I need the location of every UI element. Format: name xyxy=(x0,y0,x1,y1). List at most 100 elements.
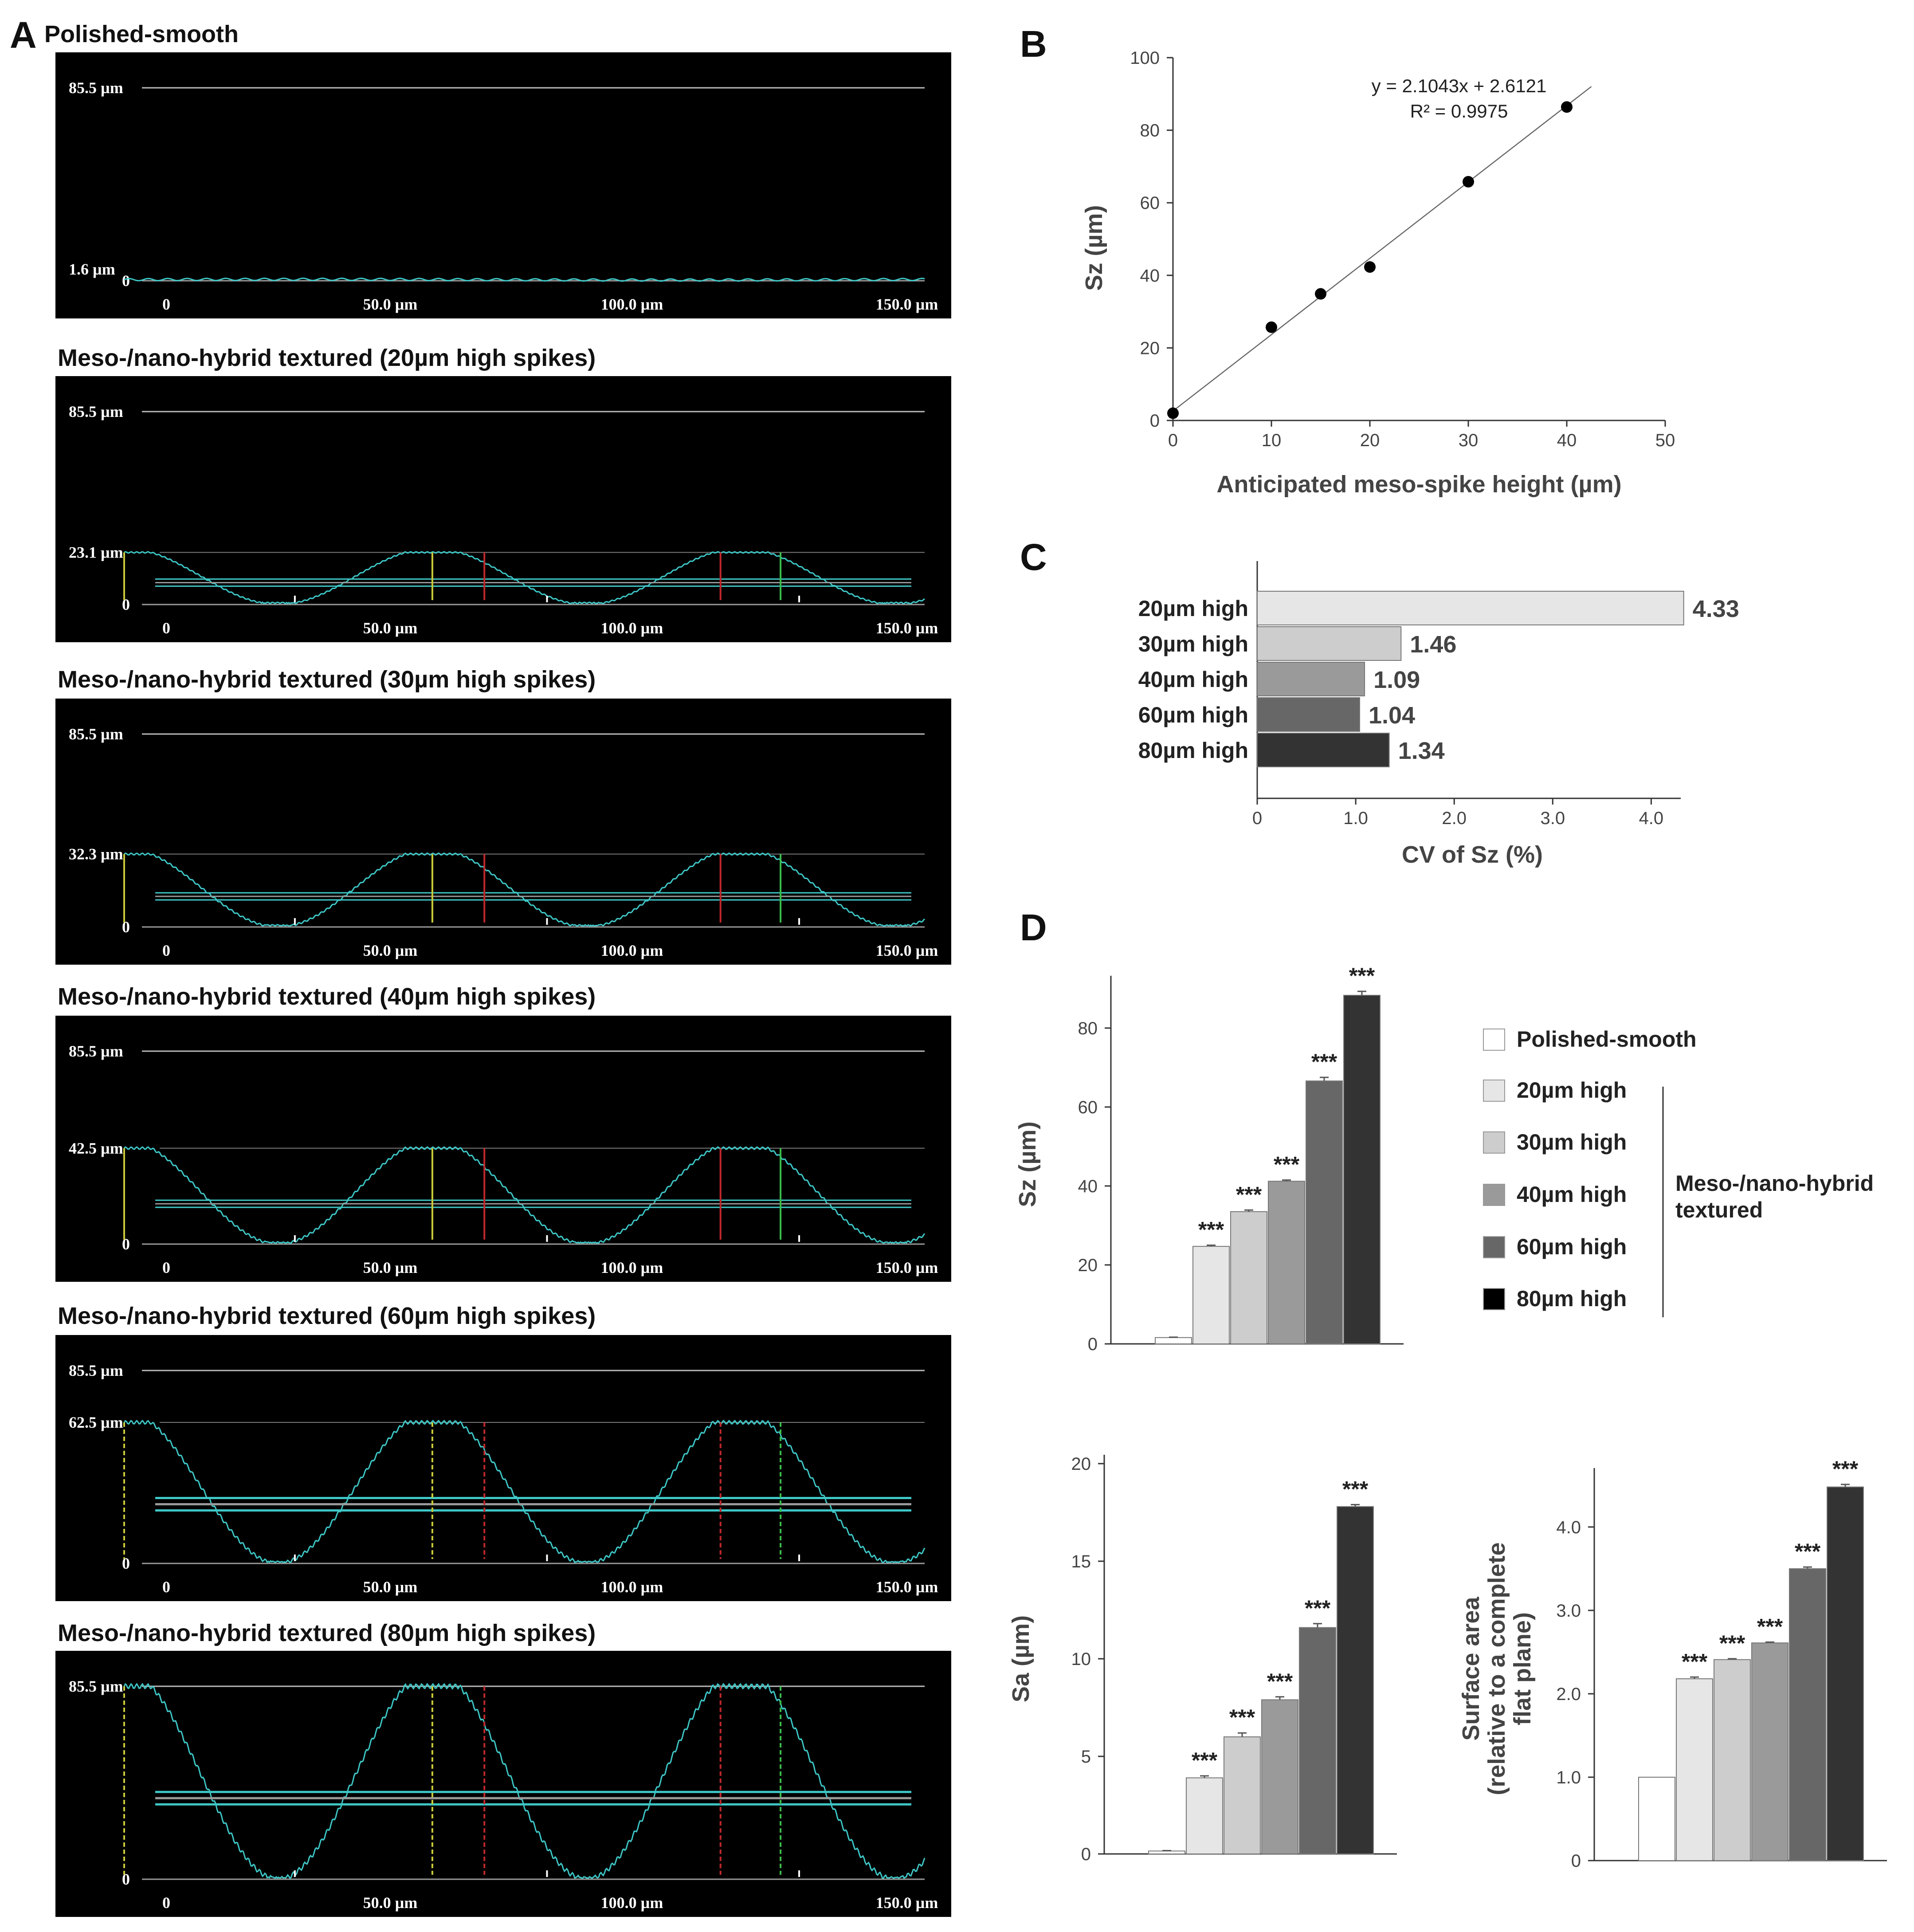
profile-x-tick-4-0: 0 xyxy=(162,1578,170,1596)
profile-curve-3 xyxy=(123,1146,926,1244)
d-sa-bar-0 xyxy=(1148,1850,1185,1854)
d-sarea-bar-2 xyxy=(1714,1659,1751,1861)
b-point-2 xyxy=(1315,288,1326,300)
profile-frame-0 xyxy=(55,52,951,318)
profile-x-tick-5-0: 0 xyxy=(162,1894,170,1912)
c-x-tick-label-1: 1.0 xyxy=(1343,809,1368,828)
profile-zero-label-3: 0 xyxy=(122,1235,130,1253)
c-x-tick-label-0: 0 xyxy=(1252,809,1262,828)
d-sarea-sig-2: *** xyxy=(1719,1631,1745,1656)
d-sarea-bar-4 xyxy=(1789,1568,1826,1861)
d-sa-y-tick-label-1: 5 xyxy=(1081,1747,1091,1767)
c-bar-4 xyxy=(1257,733,1390,767)
c-value-3: 1.04 xyxy=(1369,702,1415,729)
d-sa-y-axis-title-0: Sa (µm) xyxy=(1008,1615,1034,1702)
d-sarea-sig-4: *** xyxy=(1795,1539,1821,1564)
profile-title-5: Meso-/nano-hybrid textured (80µm high sp… xyxy=(58,1620,596,1646)
profile-top-label-3: 85.5 µm xyxy=(69,1042,123,1060)
c-value-1: 1.46 xyxy=(1410,631,1456,658)
panel-letter-d: D xyxy=(1020,907,1047,948)
profile-title-3: Meso-/nano-hybrid textured (40µm high sp… xyxy=(58,983,596,1010)
d-sa-bar-5 xyxy=(1337,1506,1374,1855)
legend-label-2: 30µm high xyxy=(1517,1130,1627,1154)
d-sz-sig-1: *** xyxy=(1198,1217,1224,1242)
legend-group-label-2: textured xyxy=(1675,1198,1763,1222)
profile-x-tick-2-2: 100.0 µm xyxy=(601,942,663,959)
profile-frame-2 xyxy=(55,699,951,965)
d-sa-bar-2 xyxy=(1224,1736,1261,1854)
legend-swatch-5 xyxy=(1483,1288,1505,1310)
panel-d-surface-area-bars: 0 1.0 2.0 3.0 4.0 *** *** *** *** *** Surface area… xyxy=(1458,1457,1887,1871)
legend-label-1: 20µm high xyxy=(1517,1078,1627,1103)
d-sa-bar-1 xyxy=(1186,1777,1223,1854)
profile-x-tick-1-0: 0 xyxy=(162,619,170,637)
c-x-tick-label-3: 3.0 xyxy=(1540,809,1565,828)
c-value-0: 4.33 xyxy=(1693,596,1739,622)
d-sa-y-tick-label-2: 10 xyxy=(1071,1649,1091,1669)
d-sarea-bar-1 xyxy=(1676,1678,1713,1861)
d-sarea-sig-3: *** xyxy=(1757,1614,1783,1639)
d-sa-bar-3 xyxy=(1261,1699,1298,1854)
d-sz-y-axis-title-0: Sz (µm) xyxy=(1014,1121,1041,1207)
c-category-1: 30µm high xyxy=(1138,632,1248,656)
legend-swatch-4 xyxy=(1483,1236,1505,1258)
profile-x-tick-4-1: 50.0 µm xyxy=(363,1578,418,1596)
b-y-tick-label-3: 60 xyxy=(1140,193,1160,213)
profile-x-tick-1-2: 100.0 µm xyxy=(601,619,663,637)
panel-letter-a: A xyxy=(10,14,37,56)
d-sz-bar-5 xyxy=(1343,995,1381,1344)
b-x-tick-label-0: 0 xyxy=(1168,431,1178,450)
d-sz-y-tick-label-0: 0 xyxy=(1088,1335,1098,1354)
d-sz-bar-4 xyxy=(1306,1080,1343,1344)
c-bar-0 xyxy=(1257,591,1684,625)
d-sa-y-tick-label-4: 20 xyxy=(1071,1454,1091,1474)
profile-x-tick-1-3: 150.0 µm xyxy=(876,619,938,637)
profile-title-1: Meso-/nano-hybrid textured (20µm high sp… xyxy=(58,345,596,371)
profile-frame-5 xyxy=(55,1651,951,1917)
c-x-tick-label-2: 2.0 xyxy=(1442,809,1467,828)
d-sarea-bar-5 xyxy=(1827,1486,1864,1861)
b-point-3 xyxy=(1364,261,1376,273)
d-sa-sig-4: *** xyxy=(1305,1596,1331,1621)
c-bar-2 xyxy=(1257,662,1365,696)
panel-letter-c: C xyxy=(1020,536,1047,578)
b-point-1 xyxy=(1266,321,1277,333)
profile-curve-0 xyxy=(124,277,925,282)
b-x-tick-label-3: 30 xyxy=(1459,431,1479,450)
legend-label-3: 40µm high xyxy=(1517,1182,1627,1207)
profile-x-tick-3-3: 150.0 µm xyxy=(876,1259,938,1276)
c-category-0: 20µm high xyxy=(1138,596,1248,621)
panel-b-scatter: 0 10 20 30 40 50 0 20 40 60 80 100 y = 2.1043x + 2.6… xyxy=(1081,48,1675,498)
d-sa-y-tick-label-0: 0 xyxy=(1081,1845,1091,1864)
profile-height-label-5: 85.5 µm xyxy=(69,1677,123,1695)
c-bar-1 xyxy=(1257,626,1402,661)
d-sa-bar-4 xyxy=(1299,1627,1336,1855)
d-sz-y-tick-label-1: 20 xyxy=(1078,1256,1098,1275)
d-sz-y-tick-label-2: 40 xyxy=(1078,1177,1098,1196)
c-value-2: 1.09 xyxy=(1373,667,1420,693)
c-bar-3 xyxy=(1257,697,1360,732)
profile-zero-label-5: 0 xyxy=(122,1870,130,1888)
d-sarea-y-tick-label-4: 4.0 xyxy=(1556,1518,1581,1537)
profile-top-label-1: 85.5 µm xyxy=(69,403,123,420)
legend-swatch-0 xyxy=(1483,1029,1505,1051)
d-sa-sig-2: *** xyxy=(1229,1705,1255,1730)
legend-group-label-1: Meso-/nano-hybrid xyxy=(1675,1171,1874,1196)
c-x-axis-title: CV of Sz (%) xyxy=(1402,841,1543,868)
d-sa-y-tick-label-3: 15 xyxy=(1071,1552,1091,1571)
d-sz-sig-5: *** xyxy=(1349,963,1375,988)
b-x-tick-label-2: 20 xyxy=(1360,431,1380,450)
d-sz-sig-3: *** xyxy=(1274,1152,1300,1177)
profile-x-tick-0-2: 100.0 µm xyxy=(601,295,663,313)
profile-x-tick-0-3: 150.0 µm xyxy=(876,295,938,313)
profile-height-label-3: 42.5 µm xyxy=(69,1139,123,1157)
profile-x-tick-2-0: 0 xyxy=(162,942,170,959)
profile-x-tick-2-3: 150.0 µm xyxy=(876,942,938,959)
b-point-5 xyxy=(1561,101,1573,113)
profile-frame-1 xyxy=(55,376,951,642)
legend-label-4: 60µm high xyxy=(1517,1234,1627,1259)
legend-label-0: Polished-smooth xyxy=(1517,1027,1697,1052)
c-value-4: 1.34 xyxy=(1398,738,1445,764)
d-sz-y-tick-label-4: 80 xyxy=(1078,1019,1098,1038)
profile-zero-label-2: 0 xyxy=(122,918,130,936)
